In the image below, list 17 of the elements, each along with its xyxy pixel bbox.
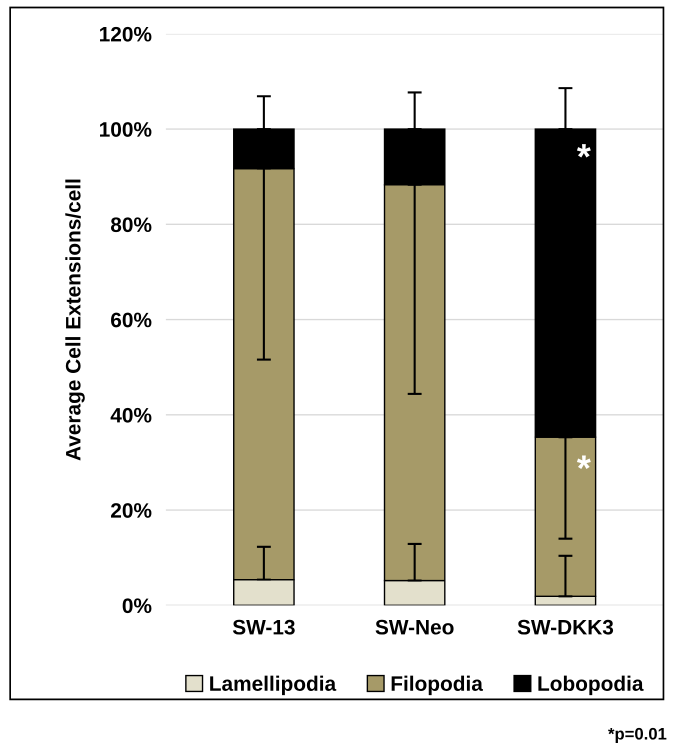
y-tick-label: 40% [110,408,152,423]
x-tick-label: SW-Neo [376,620,454,635]
x-tick-label: SW-DKK3 [518,620,614,635]
legend-label: Filopodia [392,676,483,696]
y-axis-title: Average Cell Extensions/cell [65,180,85,461]
y-tick-label: 20% [111,503,152,518]
y-tick-label: 80% [110,217,152,232]
y-tick-label: 100% [100,122,152,137]
legend-label: Lobopodia [538,676,644,696]
annotation: * [576,456,591,469]
x-tick-label: SW-13 [232,620,295,635]
y-tick-label: 0% [122,598,152,614]
y-tick-label: 60% [111,312,152,328]
legend-label: Lamellipodia [210,676,336,696]
annotation: * [576,144,591,158]
y-tick-label: 120% [100,26,152,42]
text: *p=0.01 [608,728,666,743]
